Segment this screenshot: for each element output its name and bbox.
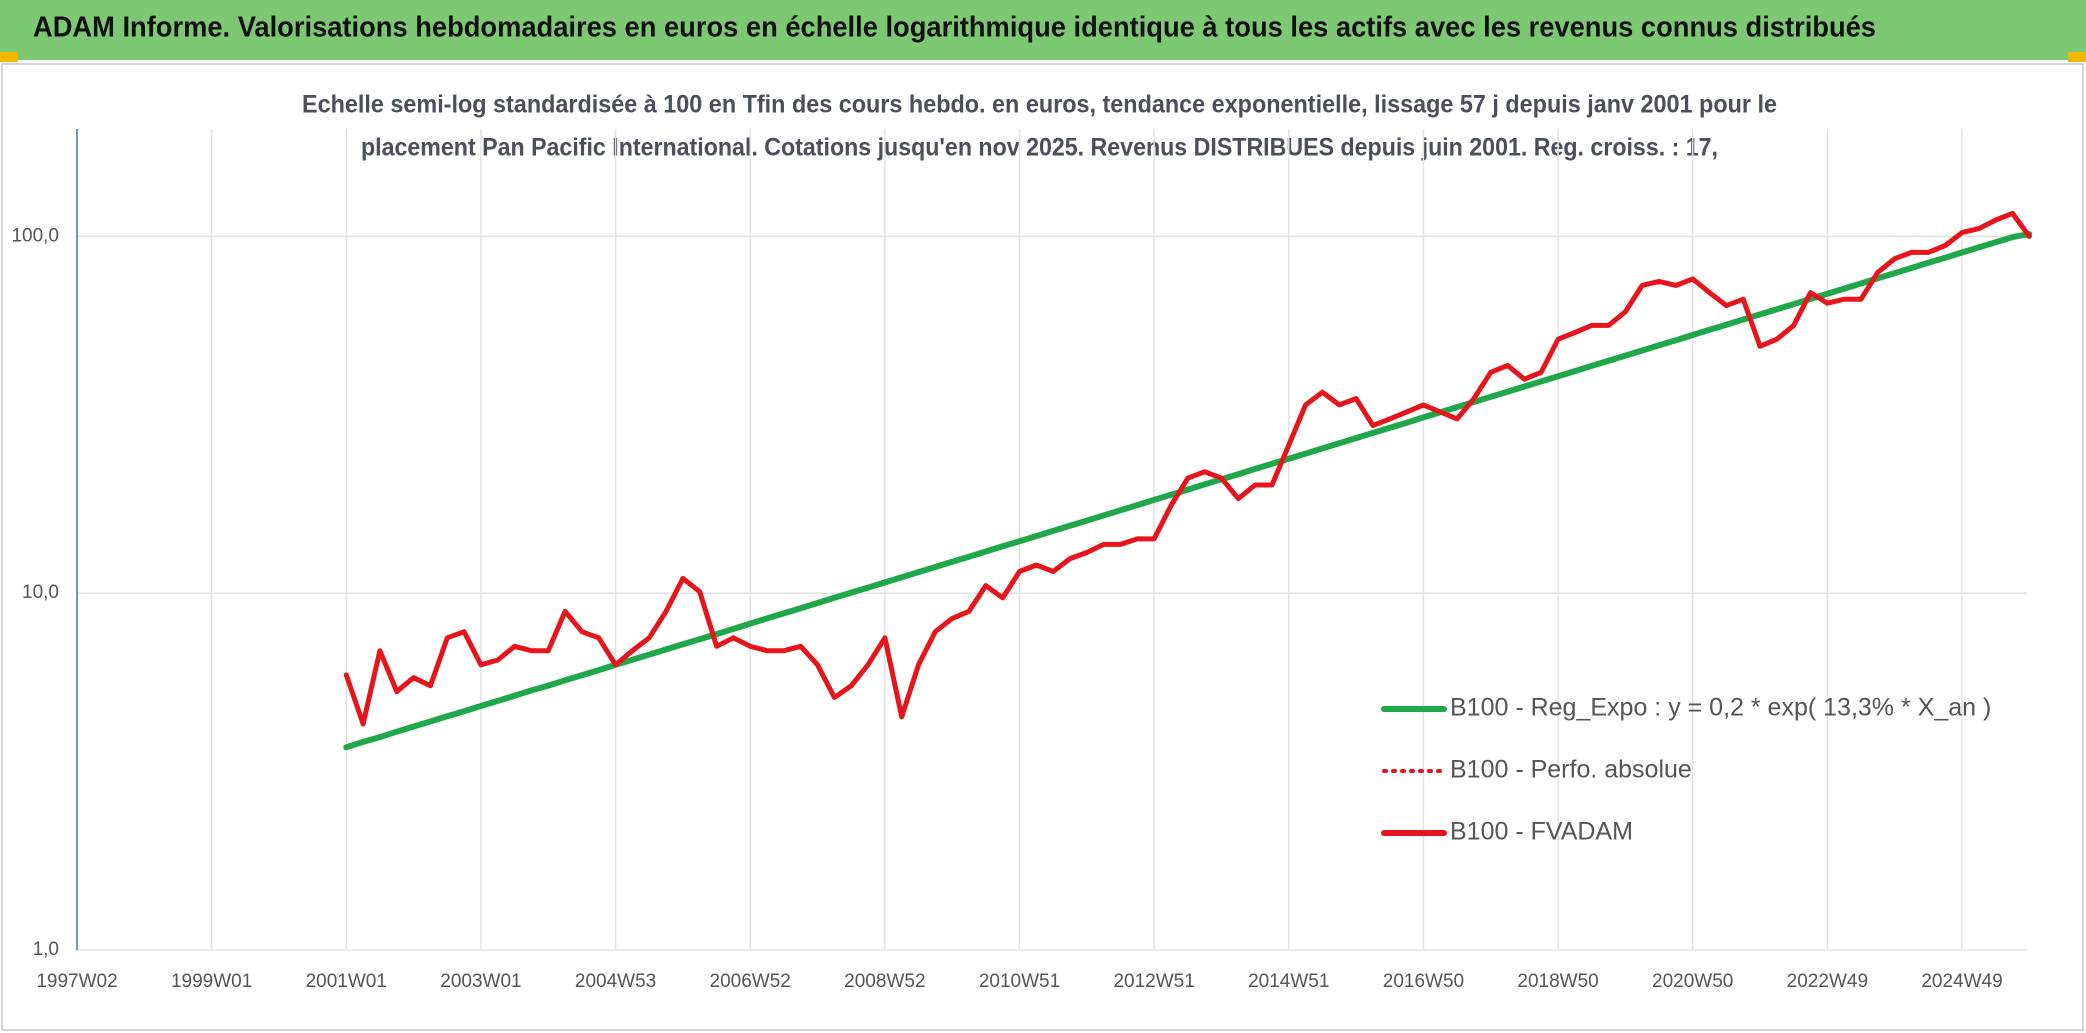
x-tick-label: 1997W02 xyxy=(36,971,117,992)
x-tick-label: 2004W53 xyxy=(575,971,656,992)
header-bar xyxy=(0,0,2086,60)
chart-title: ADAM Informe. Valorisations hebdomadaire… xyxy=(33,12,1876,44)
legend-label: B100 - Reg_Expo : y = 0,2 * exp( 13,3% *… xyxy=(1450,694,1991,722)
x-tick-label: 2014W51 xyxy=(1248,971,1329,992)
legend-label: B100 - FVADAM xyxy=(1450,818,1633,846)
x-tick-label: 2018W50 xyxy=(1517,971,1598,992)
x-tick-label: 2008W52 xyxy=(844,971,925,992)
y-tick-label: 1,0 xyxy=(33,939,59,960)
y-tick-label: 100,0 xyxy=(11,225,59,246)
y-tick-label: 10,0 xyxy=(22,582,59,603)
corner-mark xyxy=(2068,52,2086,62)
x-tick-label: 2003W01 xyxy=(440,971,521,992)
chart-subtitle: Echelle semi-log standardisée à 100 en T… xyxy=(302,91,1777,119)
corner-mark xyxy=(0,52,18,62)
x-tick-label: 2006W52 xyxy=(710,971,791,992)
series-line xyxy=(343,210,2032,727)
chart-frame xyxy=(1,63,2084,1031)
x-tick-label: 2016W50 xyxy=(1383,971,1464,992)
x-tick-label: 2022W49 xyxy=(1787,971,1868,992)
x-tick-label: 2001W01 xyxy=(306,971,387,992)
x-tick-label: 2010W51 xyxy=(979,971,1060,992)
x-tick-label: 1999W01 xyxy=(171,971,252,992)
legend-label: B100 - Perfo. absolue xyxy=(1450,756,1692,784)
x-tick-label: 2012W51 xyxy=(1113,971,1194,992)
chart-subtitle: placement Pan Pacific International. Cot… xyxy=(361,134,1718,162)
x-tick-label: 2024W49 xyxy=(1921,971,2002,992)
x-tick-label: 2020W50 xyxy=(1652,971,1733,992)
